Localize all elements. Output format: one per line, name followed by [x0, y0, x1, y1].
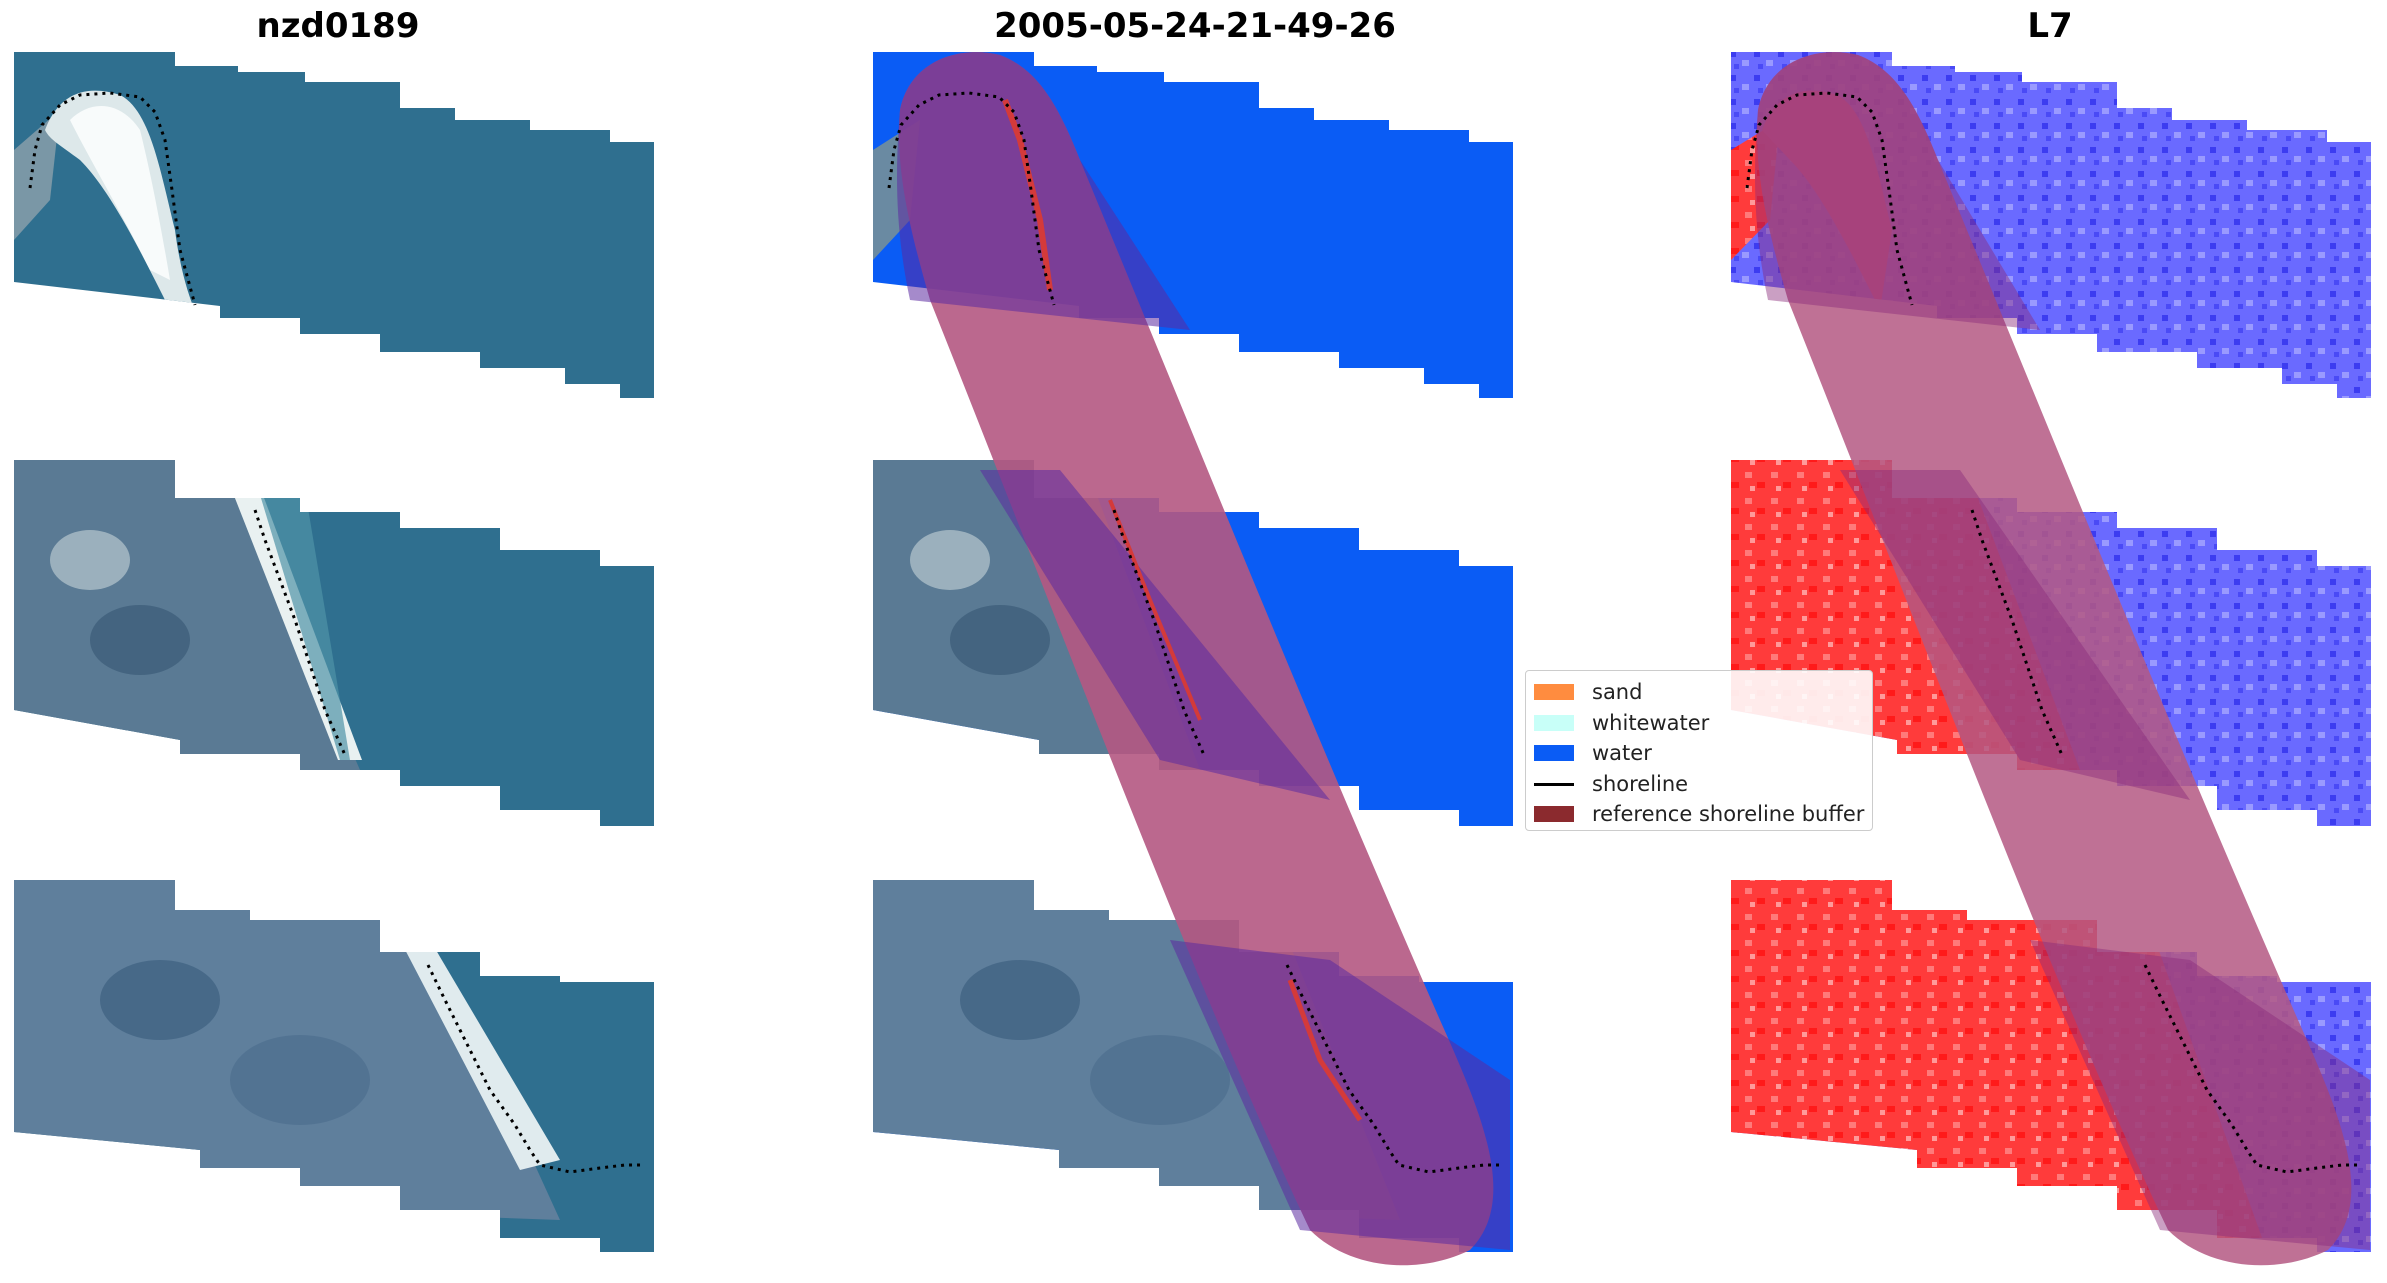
legend: sand whitewater water shoreline referenc… — [1525, 670, 1873, 831]
panel-title-rgb: nzd0189 — [256, 6, 420, 46]
buffer-swatch — [1534, 806, 1574, 823]
legend-label-reference-buffer: reference shoreline buffer — [1592, 802, 1865, 827]
legend-item-shoreline: shoreline — [1534, 769, 1864, 800]
legend-item-reference-buffer: reference shoreline buffer — [1534, 799, 1864, 830]
legend-item-water: water — [1534, 738, 1864, 769]
panel-title-index: L7 — [2027, 6, 2073, 46]
whitewater-swatch — [1534, 714, 1574, 731]
legend-item-sand: sand — [1534, 677, 1864, 708]
legend-label-sand: sand — [1592, 680, 1643, 705]
sand-swatch — [1534, 684, 1574, 701]
legend-item-whitewater: whitewater — [1534, 708, 1864, 739]
water-swatch — [1534, 745, 1574, 762]
legend-label-whitewater: whitewater — [1592, 710, 1710, 735]
legend-label-water: water — [1592, 741, 1652, 766]
panel-title-classified: 2005-05-24-21-49-26 — [994, 6, 1396, 46]
legend-label-shoreline: shoreline — [1592, 771, 1689, 796]
shoreline-swatch — [1534, 783, 1574, 787]
